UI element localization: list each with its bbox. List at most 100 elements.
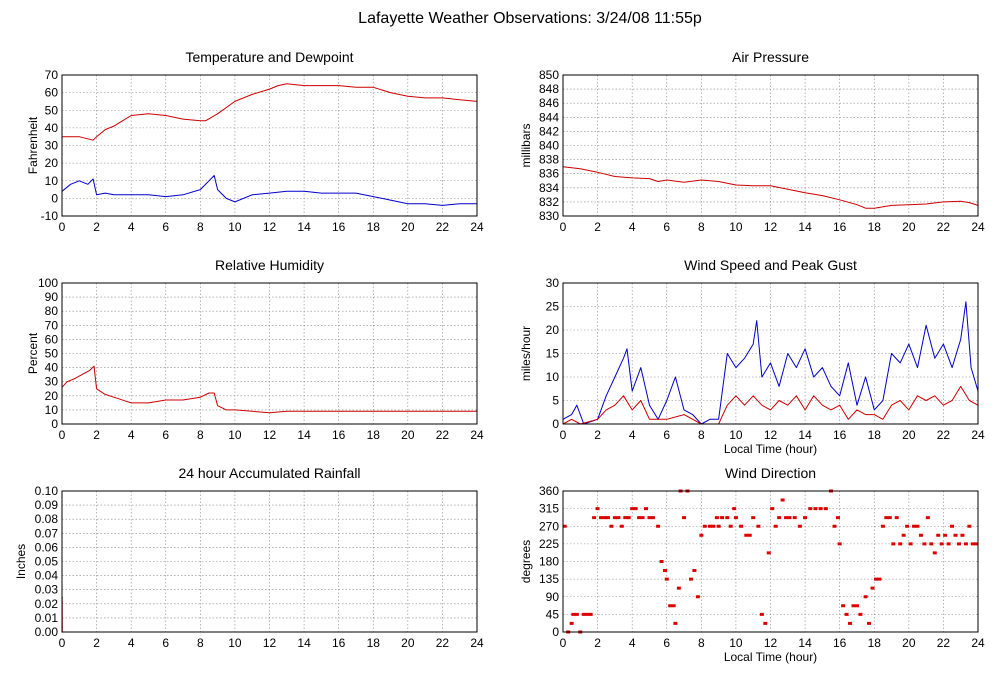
winddir-point <box>569 621 574 625</box>
winddir-point <box>870 586 875 590</box>
winddir-point <box>818 507 823 511</box>
pressure-xtick-label: 0 <box>560 220 567 234</box>
winddir-point <box>832 524 837 528</box>
humidity-xtick-label: 10 <box>228 428 242 442</box>
winddir-point <box>848 621 853 625</box>
winddir-point <box>668 604 673 608</box>
rain-xtick-label: 24 <box>470 636 484 650</box>
wind-ytick-label: 5 <box>552 394 559 408</box>
temp-xtick-label: 6 <box>162 220 169 234</box>
winddir-point <box>739 524 744 528</box>
winddir-point <box>612 516 617 520</box>
rain-xtick-label: 12 <box>263 636 277 650</box>
winddir-point <box>877 577 882 581</box>
winddir-point <box>619 524 624 528</box>
temp-ytick-label: 20 <box>45 156 59 170</box>
winddir-point <box>844 612 849 616</box>
pressure-xtick-label: 16 <box>833 220 847 234</box>
winddir-point <box>725 516 730 520</box>
temp-xtick-label: 18 <box>367 220 381 234</box>
temp-xtick-label: 14 <box>297 220 311 234</box>
humidity-xtick-label: 12 <box>263 428 277 442</box>
winddir-point <box>894 516 899 520</box>
winddir-point <box>659 560 664 563</box>
pressure-ytick-label: 832 <box>539 195 559 209</box>
temp-xtick-label: 12 <box>263 220 277 234</box>
temp-series-temperature <box>62 83 478 141</box>
rain-xtick-label: 6 <box>162 636 169 650</box>
winddir-point <box>854 604 859 608</box>
pressure-xtick-label: 2 <box>594 220 601 234</box>
humidity-title: Relative Humidity <box>215 257 324 273</box>
wind-xtick-label: 0 <box>560 428 567 442</box>
temp-xtick-label: 16 <box>332 220 346 234</box>
pressure-title: Air Pressure <box>732 49 809 65</box>
winddir-point <box>644 507 648 511</box>
humidity-ytick-label: 40 <box>45 361 59 375</box>
winddir-ytick-label: 90 <box>546 590 560 604</box>
winddir-point <box>867 621 872 625</box>
winddir-title: Wind Direction <box>725 465 816 481</box>
winddir-point <box>616 516 621 520</box>
winddir-point <box>664 577 669 581</box>
winddir-point <box>970 542 975 546</box>
winddir-point <box>732 507 737 511</box>
winddir-point <box>936 533 941 537</box>
humidity-ytick-label: 80 <box>45 304 59 318</box>
pressure-ytick-label: 850 <box>539 68 559 82</box>
wind-ylabel: miles/hour <box>519 326 533 381</box>
winddir-xtick-label: 6 <box>663 636 670 650</box>
winddir-point <box>714 516 719 520</box>
pressure-ytick-label: 834 <box>539 181 559 195</box>
winddir-point <box>673 621 678 625</box>
temp-ytick-label: 10 <box>45 174 59 188</box>
wind-xtick-label: 2 <box>594 428 601 442</box>
pressure-xtick-label: 18 <box>868 220 882 234</box>
humidity-xtick-label: 6 <box>162 428 169 442</box>
winddir-point <box>766 551 771 555</box>
winddir-xtick-label: 18 <box>868 636 882 650</box>
winddir-point <box>803 516 808 520</box>
winddir-point <box>707 524 712 528</box>
winddir-point <box>797 524 802 528</box>
winddir-point <box>640 516 645 520</box>
winddir-point <box>974 542 979 546</box>
winddir-xtick-label: 8 <box>698 636 705 650</box>
winddir-point <box>695 595 700 599</box>
pressure-ytick-label: 846 <box>539 96 559 110</box>
humidity-xtick-label: 2 <box>93 428 100 442</box>
winddir-xtick-label: 16 <box>833 636 847 650</box>
rain-xtick-label: 14 <box>297 636 311 650</box>
winddir-point <box>953 533 958 537</box>
rain-ytick-label: 0.10 <box>35 484 59 498</box>
winddir-point <box>787 516 792 520</box>
wind-xtick-label: 8 <box>698 428 705 442</box>
winddir-xtick-label: 24 <box>971 636 985 650</box>
wind-xtick-label: 6 <box>663 428 670 442</box>
rain-xtick-label: 16 <box>332 636 346 650</box>
pressure-ytick-label: 830 <box>539 209 559 223</box>
winddir-xtick-label: 14 <box>798 636 812 650</box>
humidity-xtick-label: 20 <box>401 428 415 442</box>
winddir-point <box>609 524 614 528</box>
winddir-point <box>780 498 785 502</box>
temp-ylabel: Fahrenheit <box>26 116 40 174</box>
wind-series-peak-gust <box>562 301 979 425</box>
temp-ytick-label: 60 <box>45 86 59 100</box>
rain-ytick-label: 0.02 <box>35 597 59 611</box>
humidity-ytick-label: 10 <box>45 403 59 417</box>
humidity-ytick-label: 30 <box>45 375 59 389</box>
temp-xtick-label: 22 <box>436 220 450 234</box>
pressure-ytick-label: 848 <box>539 82 559 96</box>
winddir-xtick-label: 20 <box>902 636 916 650</box>
winddir-point <box>835 516 840 520</box>
pressure-xtick-label: 14 <box>798 220 812 234</box>
winddir-ytick-label: 225 <box>539 537 559 551</box>
pressure-xtick-label: 8 <box>698 220 705 234</box>
winddir-point <box>599 516 604 520</box>
winddir-point <box>671 604 676 608</box>
temp-xtick-label: 8 <box>197 220 204 234</box>
